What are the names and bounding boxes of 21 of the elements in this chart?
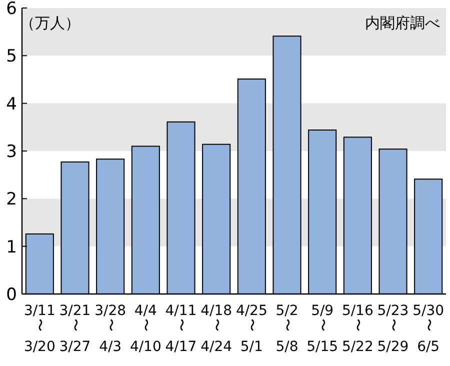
x-tick-label: 3/11〜3/20 <box>24 303 56 355</box>
x-tick-label: 3/28〜4/3 <box>94 303 126 355</box>
y-tick-label: 5 <box>6 46 17 67</box>
x-tick-label: 4/25〜5/1 <box>236 303 268 355</box>
y-tick-label: 2 <box>6 190 17 210</box>
x-tick-label: 4/11〜4/17 <box>165 303 197 355</box>
x-tick-label: 3/21〜3/27 <box>59 303 91 355</box>
y-tick-label: 0 <box>6 285 17 305</box>
x-tick-label: 4/18〜4/24 <box>200 303 232 355</box>
annotation: 内閣府調べ <box>365 14 440 32</box>
x-tick-label: 5/16〜5/22 <box>342 303 374 355</box>
x-tick-label: 5/9〜5/15 <box>306 303 338 355</box>
y-tick-label: 3 <box>6 142 17 162</box>
x-tick-label: 4/4〜4/10 <box>130 303 162 355</box>
y-tick-label: 1 <box>6 237 17 258</box>
y-tick-label: 4 <box>6 94 17 114</box>
y-axis-title: （万人） <box>20 14 80 32</box>
x-tick-label: 5/23〜5/29 <box>377 303 409 355</box>
x-tick-label: 5/30〜6/5 <box>412 303 444 355</box>
y-tick-label: 6 <box>6 0 17 19</box>
x-tick-label: 5/2〜5/8 <box>276 303 298 355</box>
